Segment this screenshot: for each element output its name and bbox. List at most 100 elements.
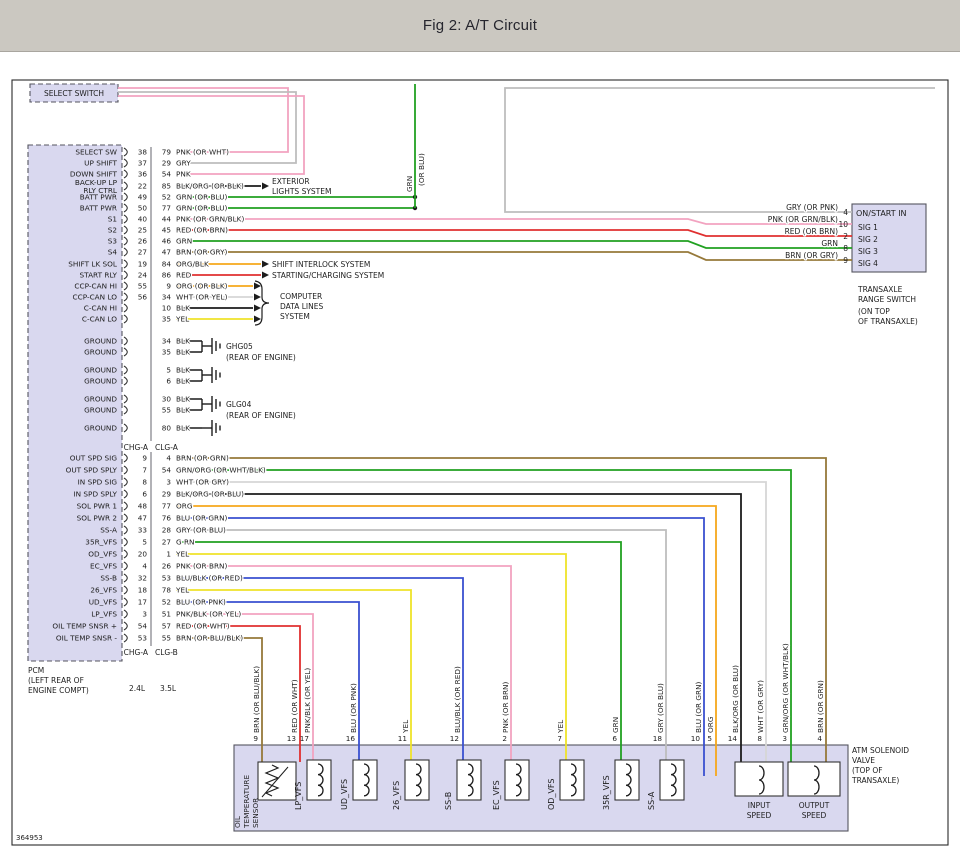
pcm-pin-name: GROUND: [84, 377, 117, 386]
pin-number-35: 10: [162, 304, 172, 313]
pin-number-24: 8: [142, 478, 147, 487]
wire-SELECT SW: [118, 87, 289, 153]
pcm-pin-name: GROUND: [84, 337, 117, 346]
pin-number-24: 27: [138, 248, 148, 257]
bottom-pin-number: 13: [287, 734, 297, 743]
wire-color-label: GRN (OR BLU): [176, 193, 228, 202]
pcm-connector-icon: [123, 169, 128, 179]
bottom-pin-number: 8: [757, 734, 762, 743]
solenoid-label: 35R_VFS: [602, 775, 611, 810]
bottom-wire-color-label: PNK/BLK (OR YEL): [303, 668, 312, 733]
connector-name: CHG-A: [124, 443, 149, 452]
pcm-connector-icon: [123, 336, 128, 346]
pin-number-35: 55: [162, 634, 171, 643]
pcm-pin-name: RLY CTRL: [83, 186, 118, 195]
pcm-pin-name: SHIFT LK SOL: [68, 260, 118, 269]
wire-color-label: BLU (OR GRN): [176, 514, 228, 523]
pin-number-24: 33: [138, 526, 148, 535]
solenoid-symbol-box: [306, 759, 332, 801]
pin-number-35: 35: [162, 348, 171, 357]
pcm-connector-icon: [123, 158, 128, 168]
wire-color-label: GRN (OR BLU): [176, 204, 228, 213]
pin-number-35: 9: [166, 282, 171, 291]
pin-number-35: 57: [162, 622, 172, 631]
pin-number-35: 29: [162, 159, 172, 168]
pcm-connector-icon: [123, 192, 128, 202]
bottom-wire-color-label: BLU/BLK (OR RED): [453, 666, 462, 733]
pcm-connector-icon: [123, 214, 128, 224]
pin-number-35: 54: [162, 466, 172, 475]
pcm-connector-icon: [123, 303, 128, 313]
system-annotation: SYSTEM: [280, 312, 310, 321]
pcm-connector-icon: [123, 537, 128, 547]
bottom-pin-number: 9: [253, 734, 258, 743]
pcm-connector-icon: [123, 573, 128, 583]
wire-color-label: GRN: [405, 176, 414, 192]
wire-UD_VFS: [176, 601, 360, 760]
pin-number-35: 30: [162, 395, 172, 404]
pin-number-35: 29: [162, 490, 172, 499]
arrow-icon: [262, 271, 269, 279]
pin-number-24: 22: [138, 182, 147, 191]
solenoid-label: LP_VFS: [294, 782, 303, 810]
system-annotation: SHIFT INTERLOCK SYSTEM: [272, 260, 370, 269]
pcm-connector-icon: [123, 621, 128, 631]
brace-icon: [254, 280, 270, 326]
solenoid-label: SS-A: [647, 791, 656, 810]
output-speed-label: SPEED: [802, 811, 827, 820]
wire-IN SPD SIG: [176, 481, 767, 762]
pcm-connector-icon: [123, 549, 128, 559]
pcm-pin-name: DOWN SHIFT: [70, 170, 118, 179]
bottom-pin-number: 5: [707, 734, 712, 743]
range-pin-number: 8: [843, 244, 848, 253]
pcm-connector-icon: [123, 513, 128, 523]
pin-number-24: 5: [142, 538, 147, 547]
pin-number-35: 45: [162, 226, 171, 235]
input-speed-label: SPEED: [747, 811, 772, 820]
coil-icon: [758, 765, 765, 795]
system-annotation: LIGHTS SYSTEM: [272, 187, 331, 196]
bottom-wire-color-label: RED (OR WHT): [290, 679, 299, 733]
pcm-connector-icon: [123, 597, 128, 607]
wire-EC_VFS: [176, 565, 512, 760]
range-switch-signal: SIG 1: [858, 223, 878, 232]
arrow-icon: [262, 182, 269, 190]
pcm-pin-name: S1: [108, 215, 117, 224]
system-annotation: DATA LINES: [280, 302, 323, 311]
pcm-pin-name: S4: [108, 248, 118, 257]
pin-number-35: 34: [162, 337, 172, 346]
pcm-connector-icon: [123, 501, 128, 511]
pin-number-35: 52: [162, 598, 171, 607]
pin-number-35: 51: [162, 610, 171, 619]
pcm-connector-icon: [123, 247, 128, 257]
solenoid-symbol-box: [559, 759, 585, 801]
pin-number-24: 7: [142, 466, 147, 475]
wire-OD_VFS: [176, 553, 567, 760]
range-switch-signal: SIG 3: [858, 247, 878, 256]
range-pin-number: 9: [843, 256, 848, 265]
pcm-pin-name: GROUND: [84, 424, 117, 433]
pin-number-35: 35: [162, 315, 171, 324]
pcm-caption: PCM: [28, 666, 44, 675]
pcm-connector-icon: [123, 365, 128, 375]
select-switch-box: [29, 83, 119, 103]
wire-color-label: BLK: [176, 395, 190, 404]
coil-icon: [415, 763, 422, 797]
arrow-icon: [254, 304, 261, 312]
solenoid-box-caption: (TOP OF: [852, 766, 883, 775]
wire-color-label: WHT (OR YEL): [176, 293, 228, 302]
pcm-pin-name: SS-B: [100, 574, 117, 583]
pcm-pin-name: OIL TEMP SNSR +: [52, 622, 117, 631]
bottom-pin-number: 3: [782, 734, 787, 743]
wire-color-label: GRY (OR BLU): [176, 526, 226, 535]
pcm-pin-name: 26_VFS: [90, 586, 117, 595]
bottom-wire-color-label: YEL: [401, 719, 410, 734]
figure-header: Fig 2: A/T Circuit: [0, 0, 960, 52]
wire-color-label: BLK: [176, 304, 190, 313]
pcm-connector-icon: [123, 281, 128, 291]
pin-number-24: 49: [138, 193, 148, 202]
bottom-pin-number: 7: [557, 734, 562, 743]
coil-icon: [363, 763, 370, 797]
wire-color-label: GRN: [176, 237, 192, 246]
range-switch-title: ON/START IN: [856, 209, 907, 218]
